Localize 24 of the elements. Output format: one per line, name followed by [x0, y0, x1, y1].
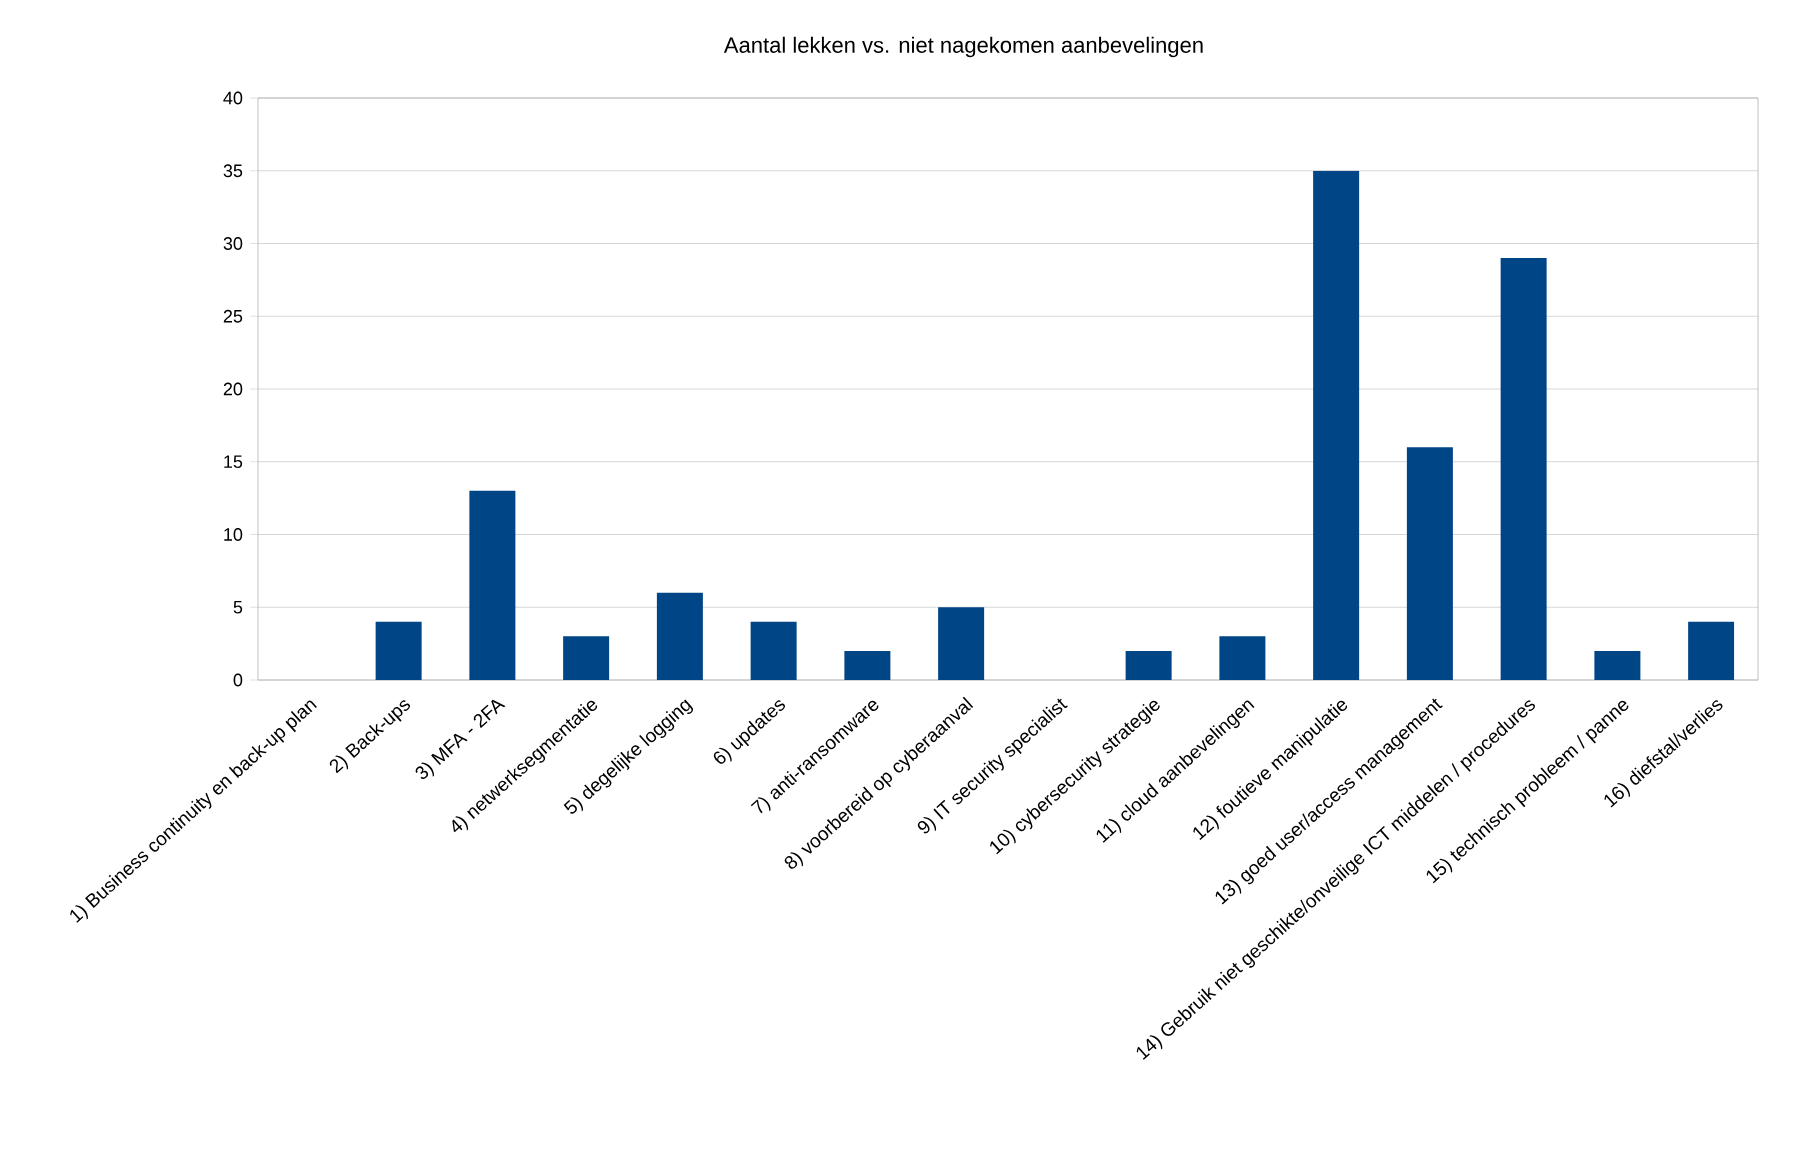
bar [375, 621, 422, 680]
bar [938, 607, 985, 680]
bar [1594, 650, 1641, 680]
bar [1500, 258, 1547, 680]
chart-title: Aantal lekken vs. niet nagekomen aanbevelingen [723, 36, 1203, 58]
bar [469, 490, 516, 680]
bar [844, 650, 891, 680]
y-tick-label: 40 [223, 91, 243, 105]
y-tick-label: 15 [224, 455, 243, 469]
y-tick-label: 35 [223, 164, 243, 178]
y-tick-label: 5 [233, 600, 243, 614]
bar [563, 636, 610, 680]
y-tick-label: 0 [233, 673, 243, 687]
bar [1313, 170, 1360, 680]
y-tick-label: 30 [223, 237, 243, 250]
bar [1219, 636, 1266, 680]
y-tick-label: 25 [223, 309, 243, 323]
y-tick-label: 20 [223, 382, 243, 396]
bar [656, 592, 703, 680]
bar [750, 621, 797, 680]
bar [1688, 621, 1735, 680]
bar [1406, 447, 1453, 680]
bar [1125, 650, 1172, 680]
y-tick-label: 10 [224, 528, 243, 541]
